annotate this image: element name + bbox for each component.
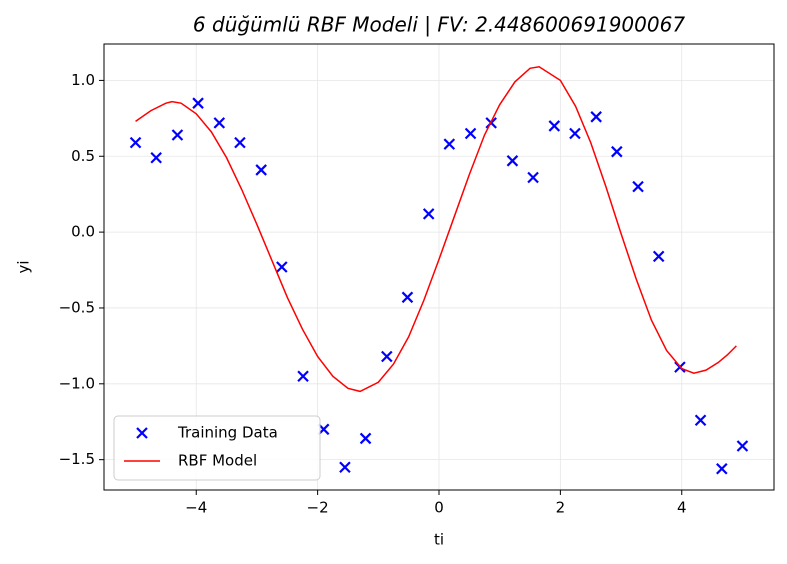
data-point	[527, 171, 539, 184]
y-tick-label: 0.0	[71, 223, 95, 241]
model-line	[135, 65, 737, 393]
data-point	[129, 136, 142, 149]
data-point	[359, 432, 372, 445]
data-point	[401, 291, 414, 304]
data-point	[339, 461, 351, 474]
data-point	[736, 440, 749, 452]
data-point	[297, 370, 309, 383]
legend-box	[113, 415, 321, 481]
x-tick-label: −4	[185, 499, 207, 517]
x-axis-label: ti	[434, 531, 444, 549]
data-point	[716, 462, 728, 475]
x-tick-label: 4	[677, 499, 687, 517]
y-tick-label: −1.0	[59, 374, 95, 392]
data-point	[276, 261, 288, 273]
x-tick-label: 2	[556, 499, 566, 517]
data-point	[590, 111, 602, 123]
data-point	[381, 350, 393, 363]
data-point	[443, 138, 456, 150]
data-point	[464, 127, 477, 140]
data-point	[548, 120, 561, 132]
chart-title: 6 düğümlü RBF Modeli | FV: 2.44860069190…	[193, 13, 685, 37]
data-point	[150, 151, 162, 164]
y-tick-label: −1.5	[59, 450, 95, 468]
data-point	[234, 136, 246, 149]
data-point	[192, 97, 204, 109]
data-point	[632, 180, 644, 193]
data-point	[171, 129, 184, 141]
data-point	[422, 208, 435, 220]
y-tick-label: −0.5	[59, 298, 95, 316]
y-tick-label: 1.0	[71, 71, 95, 89]
legend-label: Training Data	[177, 424, 278, 442]
data-point	[569, 127, 581, 140]
data-point	[694, 414, 707, 426]
y-axis-label: yi	[15, 260, 33, 273]
x-tick-label: −2	[307, 499, 329, 517]
data-point	[652, 250, 665, 263]
data-point	[255, 164, 267, 176]
plot-frame	[103, 43, 775, 491]
x-tick-label: 0	[434, 499, 444, 517]
data-point	[506, 155, 519, 167]
y-tick-label: 0.5	[71, 147, 95, 165]
data-point	[611, 145, 623, 158]
legend-label: RBF Model	[178, 452, 257, 470]
data-point	[213, 117, 226, 129]
legend: Training Data RBF Model	[113, 415, 321, 481]
legend-marker	[136, 427, 148, 439]
